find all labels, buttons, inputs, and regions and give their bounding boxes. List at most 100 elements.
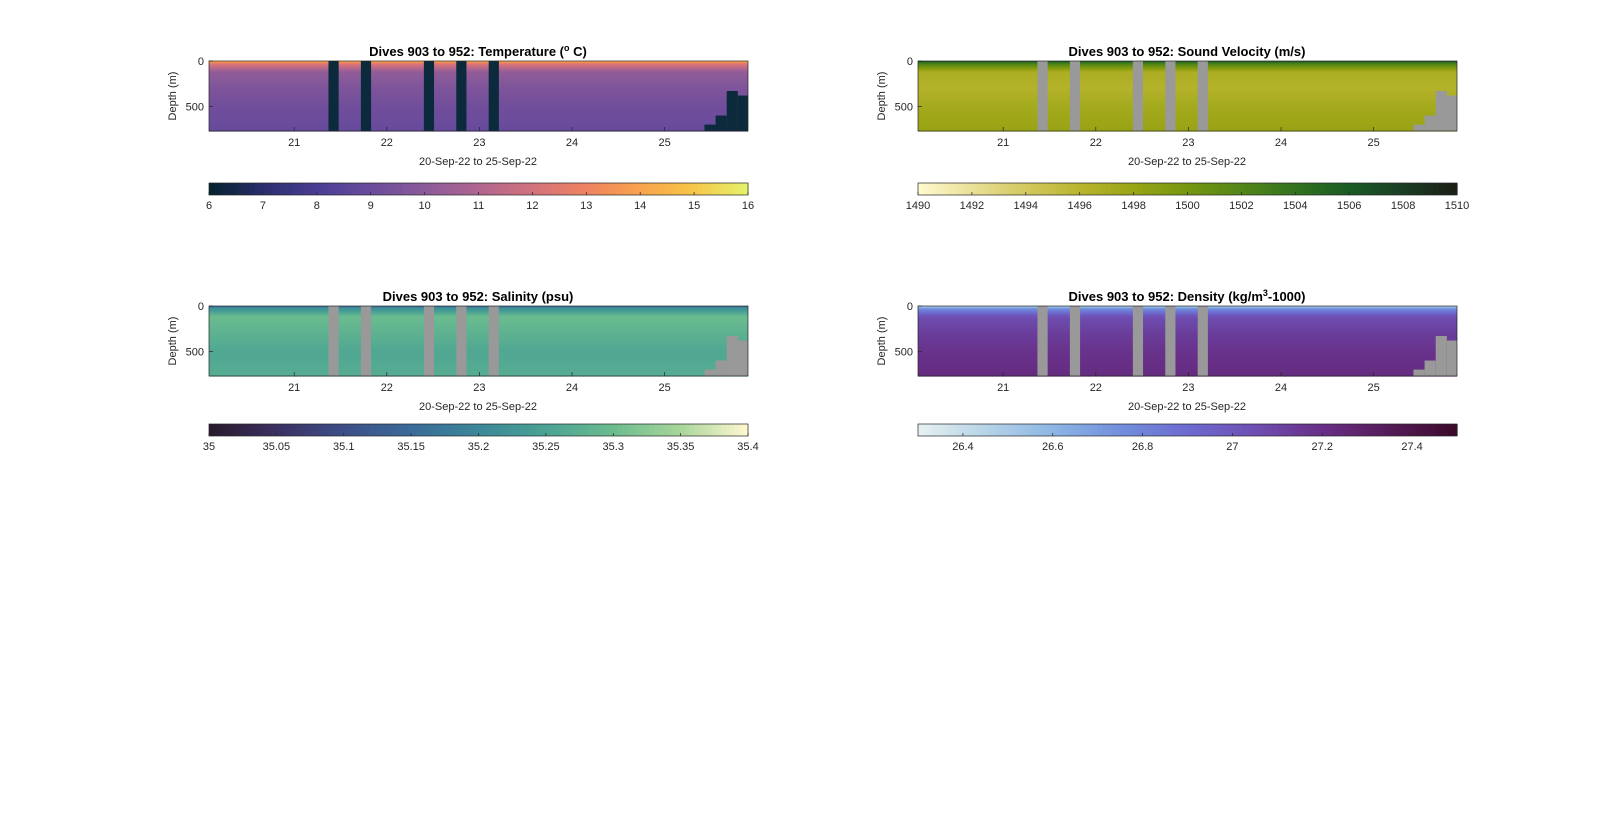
colorbar-segment [411, 424, 417, 436]
colorbar-segment [505, 424, 511, 436]
colorbar-segment [1286, 424, 1292, 436]
colorbar-segment [1183, 183, 1189, 195]
colorbar-segment [303, 424, 309, 436]
colorbar-segment [1299, 424, 1305, 436]
colorbar-segment [716, 183, 722, 195]
colorbar-segment [1021, 183, 1027, 195]
colorbar-segment [1326, 183, 1332, 195]
colorbar-segment [640, 424, 646, 436]
colorbar-segment [285, 424, 291, 436]
colorbar-segment [976, 183, 982, 195]
colorbar-segment [545, 424, 551, 436]
colorbar-segment [608, 183, 614, 195]
colorbar-segment [1259, 183, 1265, 195]
colorbar-segment [1178, 183, 1184, 195]
x-tick-label: 24 [1275, 137, 1287, 149]
colorbar-segment [1430, 183, 1436, 195]
colorbar-segment [568, 424, 574, 436]
colorbar-segment [631, 183, 637, 195]
colorbar-segment [1380, 183, 1386, 195]
colorbar-segment [1317, 424, 1323, 436]
axes-box [208, 60, 749, 132]
colorbar-segment [1268, 424, 1274, 436]
colorbar-segment [447, 183, 453, 195]
colorbar-segment [235, 183, 242, 195]
colorbar-segment [631, 424, 637, 436]
colorbar-segment [1322, 183, 1328, 195]
colorbar-segment [1075, 424, 1081, 436]
colorbar-segment [1061, 424, 1067, 436]
colorbar-segment [307, 424, 313, 436]
colorbar-segment [922, 424, 928, 436]
colorbar-segment [1007, 183, 1013, 195]
y-tick-label: 500 [186, 101, 204, 113]
colorbar-segment [1452, 424, 1458, 436]
colorbar-segment [1160, 424, 1166, 436]
colorbar-segment [617, 424, 623, 436]
colorbar-tick-label: 14 [634, 200, 646, 212]
missing-data-gap [1197, 306, 1208, 376]
colorbar-segment [352, 183, 358, 195]
colorbar-segment [649, 424, 655, 436]
y-tick-label: 500 [186, 346, 204, 358]
colorbar-segment [734, 424, 740, 436]
colorbar-segment [541, 424, 547, 436]
colorbar-segment [590, 183, 596, 195]
x-tick-label: 25 [1368, 137, 1380, 149]
colorbar-segment [649, 183, 655, 195]
colorbar-tick-label: 27.4 [1401, 441, 1422, 453]
colorbar-segment [1156, 183, 1162, 195]
colorbar-segment [967, 424, 973, 436]
colorbar-segment [1097, 183, 1103, 195]
colorbar-segment [613, 424, 619, 436]
colorbar-segment [1434, 183, 1440, 195]
missing-data-gap [328, 306, 339, 376]
colorbar-segment [1434, 424, 1440, 436]
colorbar-segment [944, 424, 951, 436]
colorbar-segment [1030, 424, 1036, 436]
colorbar-segment [536, 183, 542, 195]
missing-data-gap [1069, 61, 1081, 131]
colorbar-segment [482, 183, 489, 195]
colorbar-segment [1030, 183, 1036, 195]
x-tick-label: 24 [1275, 382, 1287, 394]
colorbar-segment [703, 183, 709, 195]
colorbar-segment [447, 424, 453, 436]
colorbar-segment [707, 183, 713, 195]
colorbar-segment [958, 183, 964, 195]
colorbar-segment [599, 424, 605, 436]
missing-data-gap [1132, 61, 1144, 131]
xlabel-density: 20-Sep-22 to 25-Sep-22 [1128, 401, 1246, 413]
colorbar-segment [1223, 424, 1229, 436]
colorbar-segment [1061, 183, 1067, 195]
colorbar-segment [213, 424, 219, 436]
colorbar-segment [424, 424, 430, 436]
colorbar-segment [1398, 183, 1404, 195]
colorbar-tick-label: 35.25 [532, 441, 560, 453]
colorbar-segment [1227, 183, 1234, 195]
x-tick-label: 21 [288, 382, 300, 394]
colorbar-segment [671, 424, 677, 436]
colorbar-segment [1250, 424, 1256, 436]
colorbar-segment [1070, 424, 1076, 436]
colorbar-segment [379, 183, 385, 195]
colorbar-segment [1286, 183, 1292, 195]
colorbar-segment [653, 183, 659, 195]
missing-data-gap [1132, 306, 1144, 376]
seafloor-mask [1446, 340, 1457, 376]
colorbar-segment [1232, 183, 1238, 195]
colorbar-segment [958, 424, 964, 436]
x-tick-label: 25 [1368, 382, 1380, 394]
colorbar-segment [1165, 424, 1171, 436]
colorbar-tick-label: 35.3 [603, 441, 624, 453]
colorbar-segment [1057, 424, 1063, 436]
colorbar-segment [1174, 183, 1180, 195]
colorbar-segment [294, 424, 300, 436]
colorbar-segment [1412, 424, 1418, 436]
colorbar-segment [1147, 424, 1153, 436]
colorbar-segment [689, 424, 695, 436]
colorbar-tick-label: 13 [580, 200, 592, 212]
colorbar-segment [1371, 424, 1377, 436]
colorbar-segment [1263, 183, 1269, 195]
